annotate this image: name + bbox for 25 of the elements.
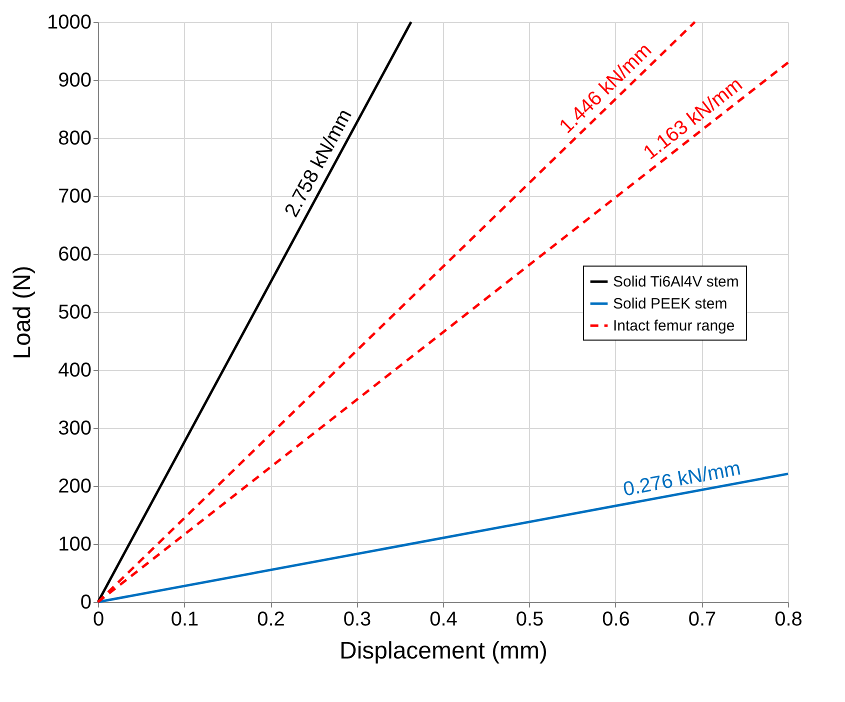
y-tick-label: 900 xyxy=(58,70,92,92)
x-tick-label: 0.6 xyxy=(602,608,630,630)
y-tick-label: 500 xyxy=(58,302,92,324)
y-tick-label: 400 xyxy=(58,360,92,382)
legend-label: Intact femur range xyxy=(613,318,735,335)
legend-label: Solid Ti6Al4V stem xyxy=(613,274,739,291)
y-axis-title: Load (N) xyxy=(9,266,36,360)
x-axis-title: Displacement (mm) xyxy=(339,638,548,664)
legend-label: Solid PEEK stem xyxy=(613,296,728,313)
x-tick-label: 0.2 xyxy=(257,608,285,630)
y-tick-label: 700 xyxy=(58,186,92,208)
y-tick-label: 300 xyxy=(58,418,92,440)
x-tick-label: 0.8 xyxy=(774,608,802,630)
x-tick-label: 0.7 xyxy=(688,608,716,630)
y-tick-label: 800 xyxy=(58,128,92,150)
y-tick-label: 1000 xyxy=(47,12,92,34)
y-tick-label: 600 xyxy=(58,244,92,266)
y-tick-label: 100 xyxy=(58,534,92,556)
y-tick-label: 200 xyxy=(58,476,92,498)
y-tick-label: 0 xyxy=(80,592,92,614)
x-tick-label: 0.3 xyxy=(343,608,372,630)
x-tick-label: 0.5 xyxy=(516,608,544,630)
x-tick-label: 0.1 xyxy=(170,608,199,630)
annotation: 0.276 kN/mm xyxy=(621,458,742,501)
x-tick-label: 0.4 xyxy=(430,608,458,630)
